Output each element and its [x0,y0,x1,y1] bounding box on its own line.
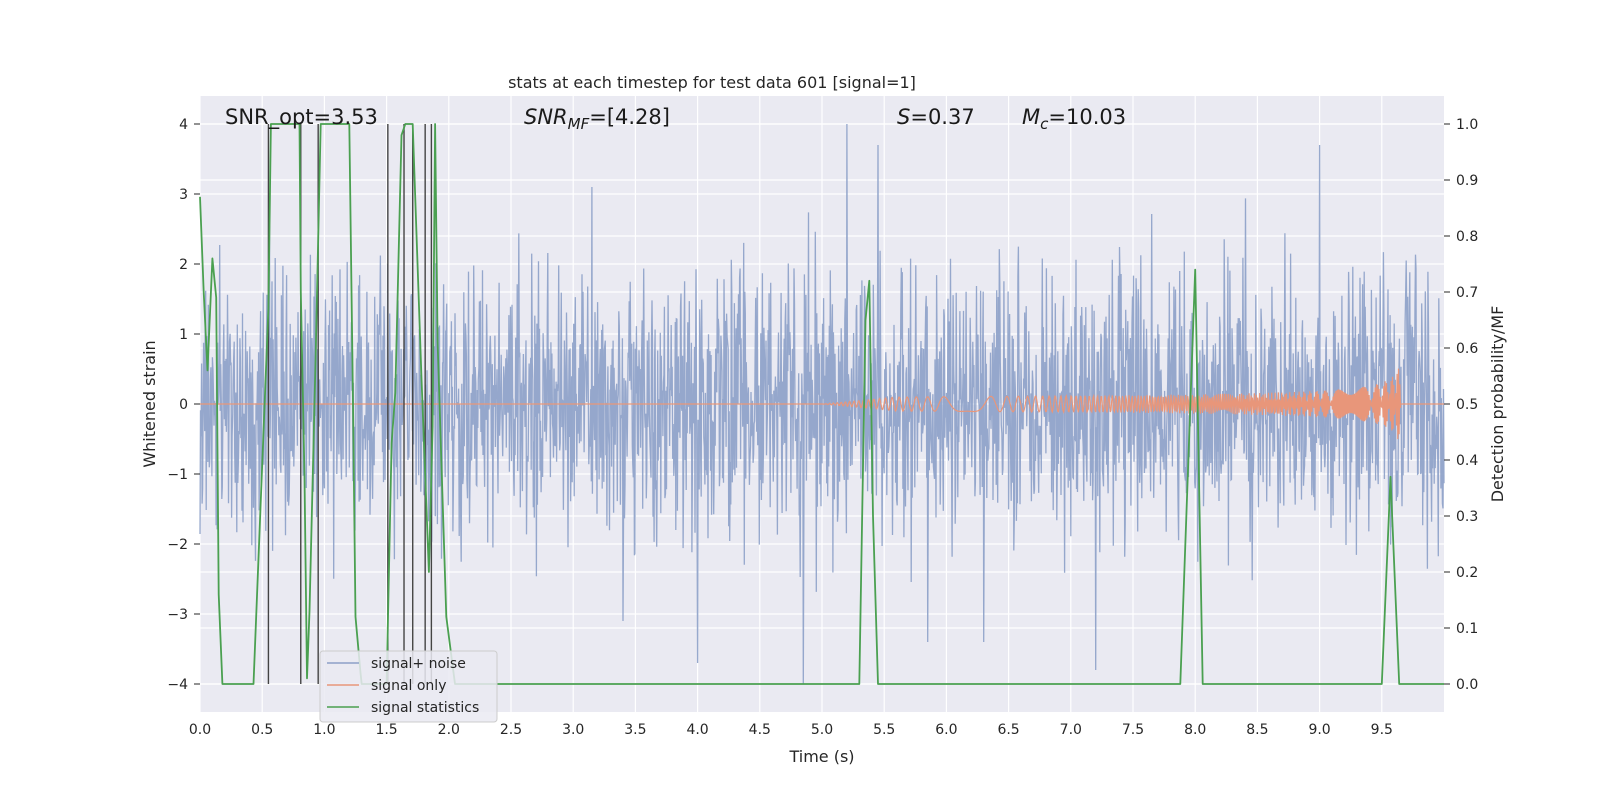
y-axis-left-label: Whitened strain [140,340,159,467]
legend: signal+ noise signal only signal statist… [319,650,498,723]
y-right-tick-label: 0.6 [1456,341,1478,357]
y-left-tick-label: 3 [179,187,188,203]
x-tick-label: 4.5 [749,722,771,738]
x-axis-ticks: 0.0 0.5 1.0 1.5 2.0 2.5 3.0 3.5 4.0 4.5 5.0 5.5 6.0 6… [189,722,1393,738]
s-value: =0.37 [910,105,974,129]
series-signal-noise [199,123,1445,685]
y-left-tick-label: −3 [167,607,188,623]
x-tick-label: 2.0 [438,722,460,738]
series-signal-only [200,368,1444,440]
y-right-tick-label: 0.1 [1456,621,1478,637]
y-left-tick-label: 0 [179,397,188,413]
y-left-tick-label: −2 [167,537,188,553]
x-tick-label: 2.5 [500,722,522,738]
annotation-s: S=0.37 [897,105,975,129]
annotation-mc: Mc=10.03 [1022,105,1126,133]
y-right-tick-label: 0.8 [1456,229,1478,245]
x-tick-label: 7.5 [1122,722,1144,738]
y-right-tick-label: 0.2 [1456,565,1478,581]
annotation-snr-mf: SNRMF=[4.28] [524,105,670,133]
y-axis-left-ticks: 4 3 2 1 0 −1 −2 −3 −4 [167,117,200,693]
x-tick-label: 6.5 [997,722,1019,738]
y-right-tick-label: 0.0 [1456,677,1478,693]
y-right-tick-label: 0.5 [1456,397,1478,413]
x-tick-label: 0.5 [251,722,273,738]
x-tick-label: 3.5 [624,722,646,738]
y-right-tick-label: 0.3 [1456,509,1478,525]
x-tick-label: 1.0 [313,722,335,738]
x-tick-label: 7.0 [1060,722,1082,738]
legend-box [319,650,498,723]
x-tick-label: 5.5 [873,722,895,738]
x-tick-label: 3.0 [562,722,584,738]
y-left-tick-label: 2 [179,257,188,273]
snr-mf-subscript: MF [568,115,590,133]
y-right-tick-label: 0.4 [1456,453,1478,469]
y-right-tick-label: 1.0 [1456,117,1478,133]
snr-mf-symbol: SNR [524,105,568,129]
y-axis-right-label: Detection probability/MF [1488,306,1507,503]
legend-label-signal-only: signal only [371,678,446,694]
mc-value: =10.03 [1048,105,1126,129]
chart-title: stats at each timestep for test data 601… [508,73,916,92]
annotation-snr-opt: SNR_opt=3.53 [225,105,378,130]
y-left-tick-label: 4 [179,117,188,133]
mc-subscript: c [1040,115,1049,133]
x-tick-label: 6.0 [935,722,957,738]
s-symbol: S [897,105,910,129]
y-left-tick-label: −4 [167,677,188,693]
x-tick-label: 9.0 [1308,722,1330,738]
y-right-tick-label: 0.9 [1456,173,1478,189]
series-markers [267,124,433,684]
x-tick-label: 8.0 [1184,722,1206,738]
x-tick-label: 8.5 [1246,722,1268,738]
legend-label-signal-statistics: signal statistics [371,700,479,716]
y-axis-right-ticks: 1.0 0.9 0.8 0.7 0.6 0.5 0.4 0.3 0.2 0.1 0.0 [1444,117,1478,693]
x-tick-label: 5.0 [811,722,833,738]
signal-only-line [200,368,1444,440]
y-left-tick-label: 1 [179,327,188,343]
y-right-tick-label: 0.7 [1456,285,1478,301]
x-tick-label: 1.5 [375,722,397,738]
mc-symbol: M [1022,105,1040,129]
x-axis-label: Time (s) [788,747,854,766]
x-tick-label: 4.0 [686,722,708,738]
x-tick-label: 0.0 [189,722,211,738]
y-left-tick-label: −1 [167,467,188,483]
signal-noise-line [199,123,1445,685]
snr-mf-value: =[4.28] [589,105,670,129]
x-tick-label: 9.5 [1371,722,1393,738]
legend-label-signal-noise: signal+ noise [371,656,466,672]
